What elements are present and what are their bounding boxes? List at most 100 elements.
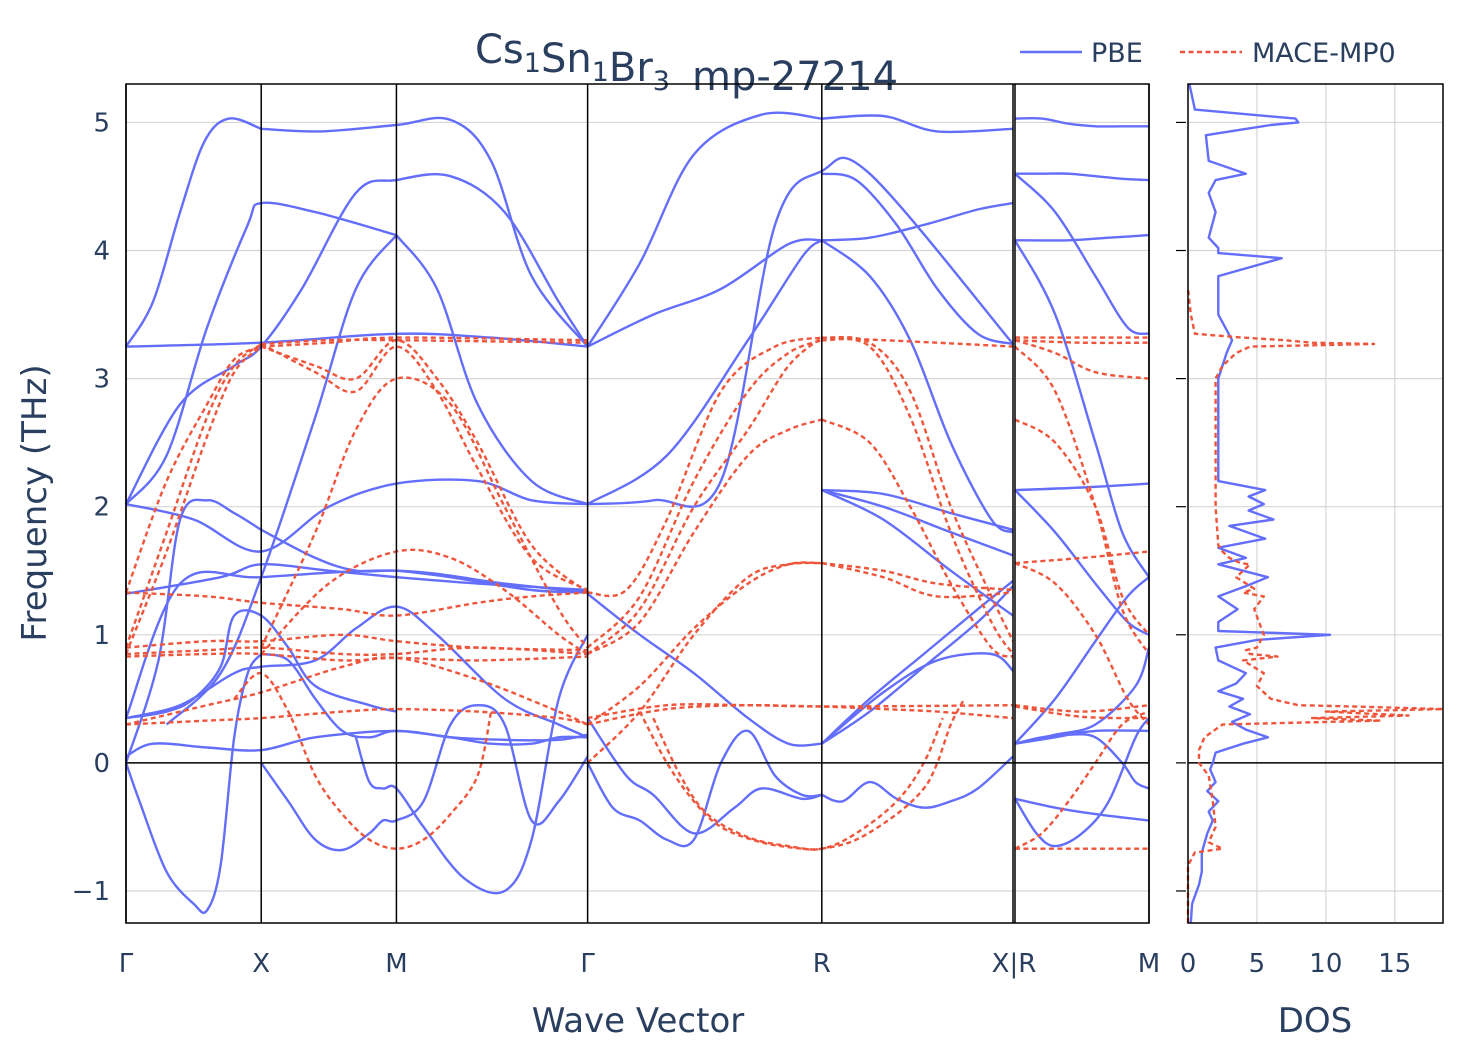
pbe-branch-6 xyxy=(125,332,588,348)
mace-branch-1 xyxy=(124,343,262,649)
pbe-branch-22 xyxy=(124,653,263,914)
pbe-branch-10 xyxy=(586,239,823,506)
y-tick-label: 2 xyxy=(93,493,110,523)
legend-mace-label: MACE-MP0 xyxy=(1252,38,1396,69)
pbe-branch-46 xyxy=(1014,733,1150,790)
mace-branch-6 xyxy=(260,342,589,592)
pbe-branch-34 xyxy=(821,488,1014,531)
pbe-branch-35 xyxy=(821,488,1014,557)
y-tick-label: 1 xyxy=(93,621,110,651)
pbe-branch-9 xyxy=(587,238,822,348)
mace-branch-20 xyxy=(586,418,823,656)
mace-branch-36 xyxy=(1014,345,1151,655)
title-subscript-2: 3 xyxy=(653,66,670,97)
pbe-branch-12 xyxy=(821,172,1014,346)
pbe-branch-2 xyxy=(586,111,822,348)
pbe-branch-48 xyxy=(1014,797,1150,822)
pbe-branch-23 xyxy=(260,652,588,746)
mace-branch-5 xyxy=(260,339,589,594)
mace-branch-12 xyxy=(125,652,588,662)
mace-branch-35 xyxy=(1014,418,1150,636)
x-tick-label: X|R xyxy=(992,949,1037,979)
pbe-branch-21 xyxy=(125,609,397,720)
pbe-branch-36 xyxy=(821,489,1014,617)
mace-branch-18 xyxy=(586,336,823,655)
mace-branch-25 xyxy=(821,336,1014,348)
pbe-branch-40 xyxy=(1014,233,1150,242)
mace-branch-15 xyxy=(233,671,493,850)
pbe-branch-27 xyxy=(586,729,822,848)
dos-x-tick-label: 10 xyxy=(1309,949,1342,979)
mace-branch-11 xyxy=(125,646,588,657)
pbe-branch-25 xyxy=(260,704,589,852)
y-tick-label: −1 xyxy=(72,877,110,907)
mace-branch-24 xyxy=(821,418,1014,658)
pbe-branch-29 xyxy=(586,717,823,835)
mace-branch-21 xyxy=(587,336,823,598)
x-tick-label: Γ xyxy=(119,949,134,979)
pbe-branch-42 xyxy=(1014,489,1150,636)
x-tick-label: Γ xyxy=(580,949,595,979)
band-high-symmetry-lines xyxy=(125,84,1150,923)
pbe-branch-24 xyxy=(125,729,588,758)
pbe-branch-44 xyxy=(1014,576,1150,745)
x-tick-label: M xyxy=(385,949,407,979)
mace-branch-0 xyxy=(124,345,262,593)
pbe-branch-13 xyxy=(821,239,1014,534)
pbe-branch-3 xyxy=(821,114,1014,134)
pbe-branch-5 xyxy=(124,172,589,505)
mace-branch-37 xyxy=(1014,550,1150,565)
pbe-branch-7 xyxy=(165,234,398,726)
pbe-branch-39 xyxy=(1014,172,1150,336)
mace-branch-29 xyxy=(587,703,1014,726)
dos-curves xyxy=(1186,83,1445,924)
mace-branch-33 xyxy=(1014,339,1150,345)
pbe-branch-18 xyxy=(124,498,262,764)
x-tick-label: X xyxy=(252,949,270,979)
mace-branch-41 xyxy=(1014,710,1150,850)
band-y-ticks: −1 0 1 2 3 4 5 xyxy=(72,108,110,907)
y-tick-label: 4 xyxy=(93,237,110,267)
mace-branch-8 xyxy=(260,548,589,656)
dos-panel: 0 5 10 15 xyxy=(1176,83,1445,979)
mace-branch-39 xyxy=(1014,704,1150,713)
pbe-branch-15 xyxy=(125,478,588,553)
pbe-branch-49 xyxy=(1013,717,1150,848)
mace-branch-38 xyxy=(1014,562,1150,726)
legend-pbe-label: PBE xyxy=(1091,38,1143,69)
mace-branch-19 xyxy=(586,339,823,649)
mace-branch-2 xyxy=(124,345,263,655)
mace-branch-3 xyxy=(261,336,588,348)
pbe-branch-26 xyxy=(354,634,589,895)
title-element-1: Sn xyxy=(541,36,592,82)
title-material-id: mp-27214 xyxy=(692,54,898,100)
mace-branch-30 xyxy=(638,698,966,851)
x-tick-label: M xyxy=(1138,949,1160,979)
pbe-branch-14 xyxy=(587,156,1014,508)
dos-x-tick-label: 15 xyxy=(1378,949,1411,979)
pbe-branch-1 xyxy=(261,116,589,348)
mace-branch-9 xyxy=(125,591,588,617)
pbe-branch-41 xyxy=(1013,239,1151,578)
legend[interactable]: PBE MACE-MP0 xyxy=(1020,38,1396,69)
y-tick-label: 0 xyxy=(93,749,110,779)
mace-branch-23 xyxy=(821,337,1014,655)
chart-title: Cs1Sn1Br3 mp-27214 xyxy=(475,27,898,100)
dos-mace-curve xyxy=(1186,288,1445,923)
dos-x-tick-label: 5 xyxy=(1249,949,1266,979)
dos-axis-title: DOS xyxy=(1278,1001,1353,1041)
y-axis-title: Frequency (THz) xyxy=(15,364,55,641)
mace-branch-10 xyxy=(125,633,588,652)
dos-pbe-curve xyxy=(1188,83,1332,924)
mace-branch-27 xyxy=(821,561,1014,592)
pbe-branch-4 xyxy=(125,201,397,505)
band-x-ticks: Γ X M Γ R X|R M xyxy=(119,949,1160,979)
dos-frame xyxy=(1187,83,1444,924)
pbe-branch-16 xyxy=(125,562,588,595)
dos-x-tick-label: 0 xyxy=(1180,949,1197,979)
dos-x-ticks: 0 5 10 15 xyxy=(1180,949,1412,979)
pbe-branch-20 xyxy=(125,605,589,739)
pbe-branch-33 xyxy=(821,652,1014,745)
pbe-branch-8 xyxy=(395,234,589,506)
